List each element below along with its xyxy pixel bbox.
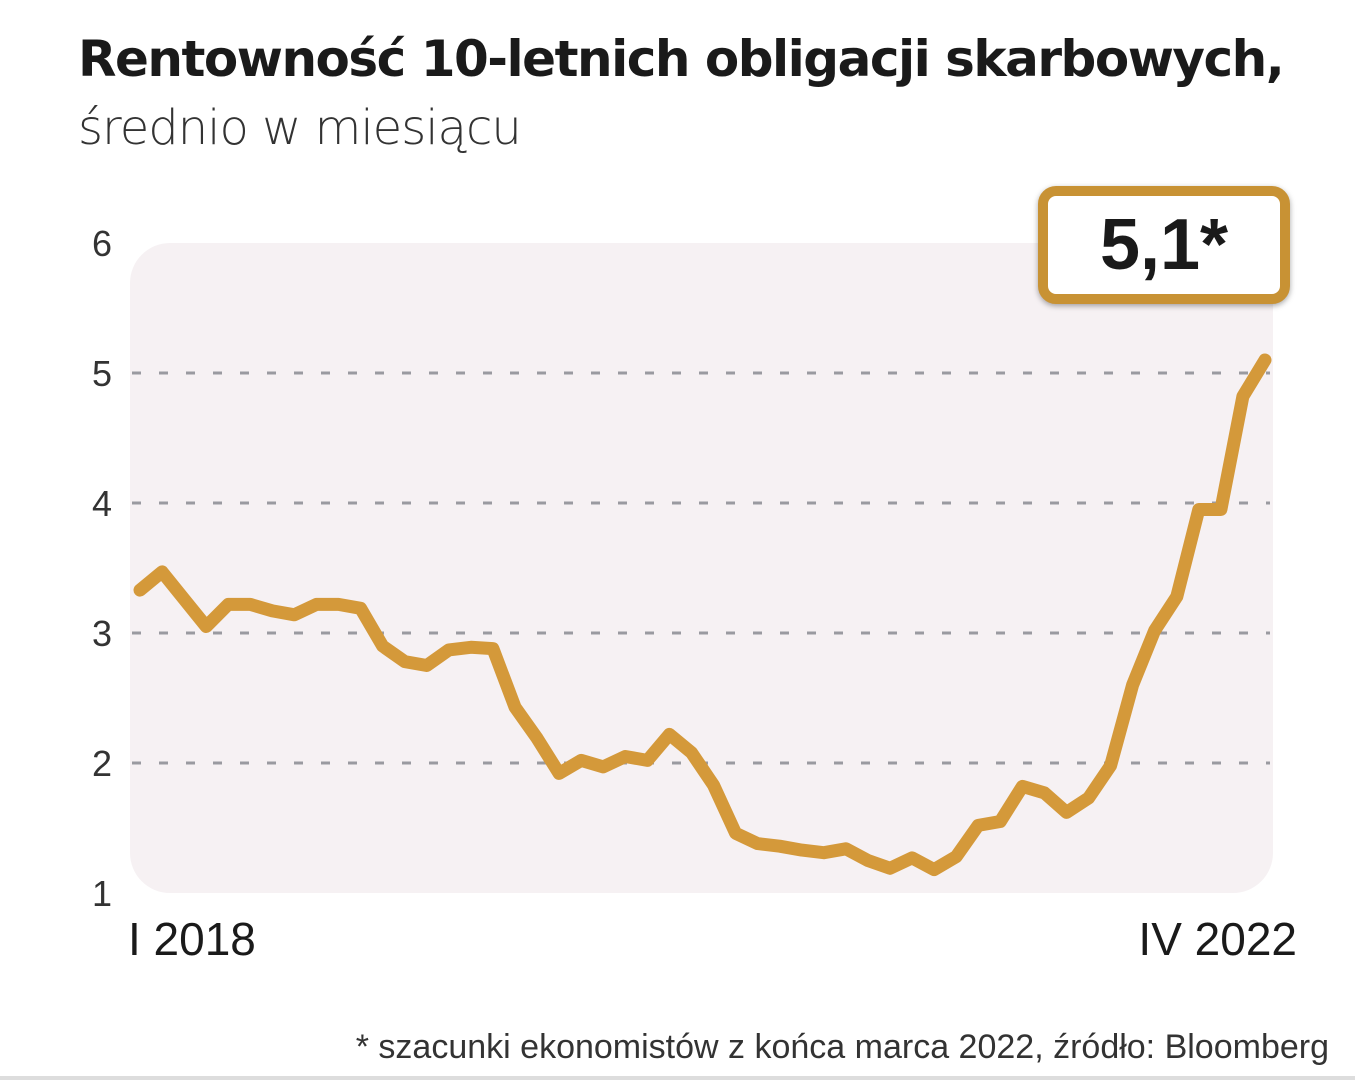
x-tick-label-end: IV 2022 (1138, 913, 1297, 965)
x-tick-label-start: I 2018 (128, 913, 256, 965)
y-tick-label: 1 (92, 873, 112, 914)
chart-subtitle: średnio w miesiącu (78, 100, 522, 156)
footnote: * szacunki ekonomistów z końca marca 202… (355, 1028, 1329, 1066)
y-tick-label: 2 (92, 743, 112, 784)
plot-area (130, 243, 1273, 893)
divider (0, 1076, 1355, 1080)
y-tick-label: 4 (92, 483, 112, 524)
chart-title: Rentowność 10-letnich obligacji skarbowy… (78, 30, 1285, 88)
y-tick-label: 3 (92, 613, 112, 654)
y-tick-label: 6 (92, 223, 112, 264)
latest-value-callout: 5,1* (1038, 186, 1290, 304)
y-tick-label: 5 (92, 353, 112, 394)
series-line (133, 353, 1272, 877)
